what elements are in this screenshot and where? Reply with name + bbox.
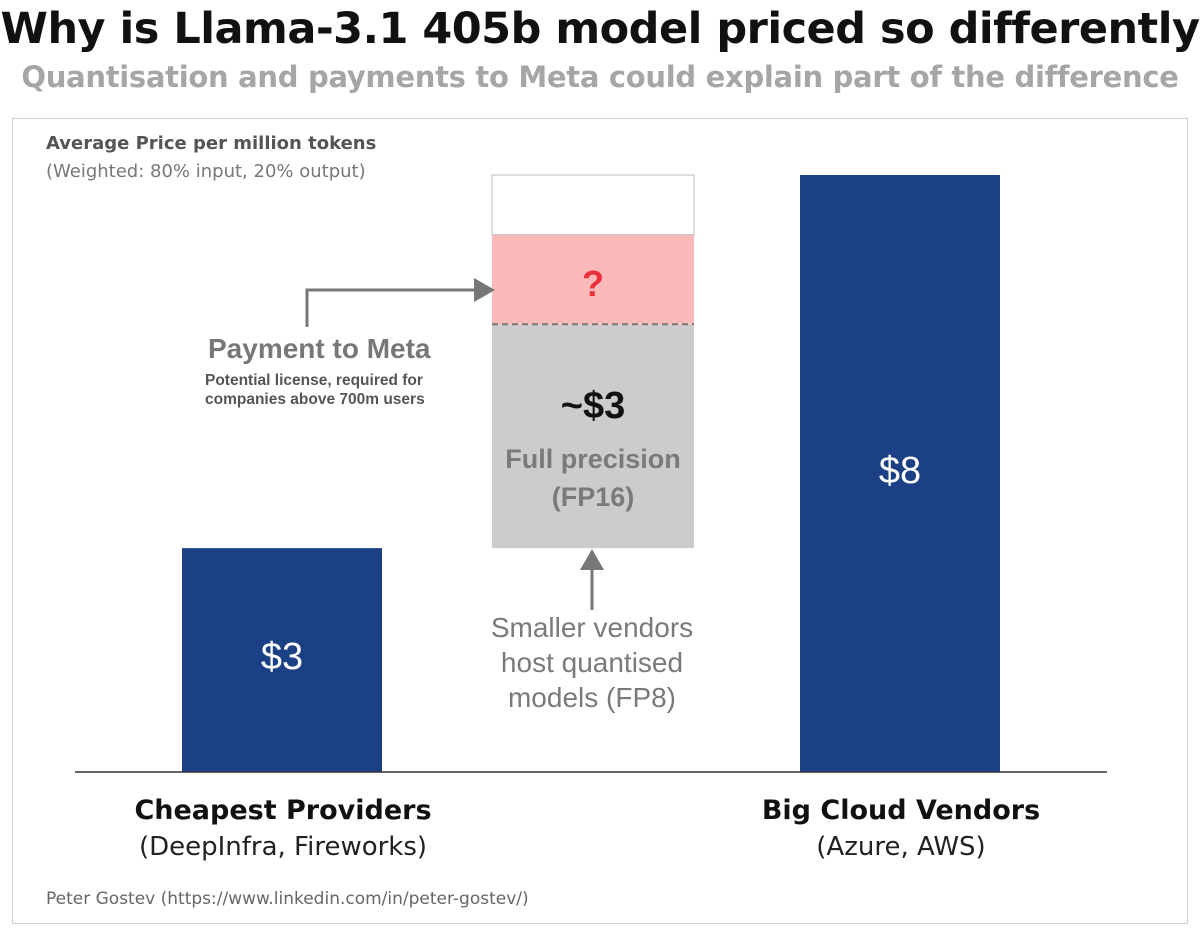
category-cheapest-name: Cheapest Providers xyxy=(134,795,432,826)
category-big-cloud: Big Cloud Vendors (Azure, AWS) xyxy=(721,795,1081,862)
payment-desc-line-2: companies above 700m users xyxy=(205,391,425,408)
vendors-line-3: models (FP8) xyxy=(507,682,677,713)
chart-frame xyxy=(12,118,1188,924)
vendors-line-2: host quantised xyxy=(500,647,684,678)
category-big-cloud-name: Big Cloud Vendors xyxy=(761,795,1041,826)
category-big-cloud-sub: (Azure, AWS) xyxy=(816,832,986,862)
fp16-label: (FP16) xyxy=(551,482,635,512)
approx-value-label: ~$3 xyxy=(560,385,626,427)
bar-value-label-big-cloud: $8 xyxy=(878,449,922,492)
bar-value-label-cheapest: $3 xyxy=(260,636,304,679)
bar-big-cloud-vendors xyxy=(800,175,1000,772)
payment-to-meta-title: Payment to Meta xyxy=(208,333,431,364)
smaller-vendors-note: Smaller vendors host quantised models (F… xyxy=(470,610,714,715)
bridge-segment-unexplained xyxy=(491,174,695,236)
category-cheapest: Cheapest Providers (DeepInfra, Fireworks… xyxy=(103,795,463,862)
payment-desc-line-1: Potential license, required for xyxy=(205,372,423,389)
author-credit: Peter Gostev (https://www.linkedin.com/i… xyxy=(46,889,529,909)
unknown-question-mark: ? xyxy=(582,263,604,304)
chart-title: Why is Llama-3.1 405b model priced so di… xyxy=(0,4,1200,54)
payment-to-meta-description: Potential license, required for companie… xyxy=(205,371,465,409)
y-axis-sublabel: (Weighted: 80% input, 20% output) xyxy=(46,161,366,182)
category-cheapest-sub: (DeepInfra, Fireworks) xyxy=(138,832,428,862)
vendors-line-1: Smaller vendors xyxy=(490,612,694,643)
bridge-segment-payment-to-meta xyxy=(492,234,694,325)
bridge-segment-full-precision-fp16 xyxy=(492,324,694,549)
bar-cheapest-providers xyxy=(182,548,382,772)
y-axis-label: Average Price per million tokens xyxy=(46,133,377,154)
full-precision-label: Full precision xyxy=(505,444,681,474)
payment-arrow xyxy=(305,278,495,327)
chart-subtitle: Quantisation and payments to Meta could … xyxy=(21,60,1179,94)
